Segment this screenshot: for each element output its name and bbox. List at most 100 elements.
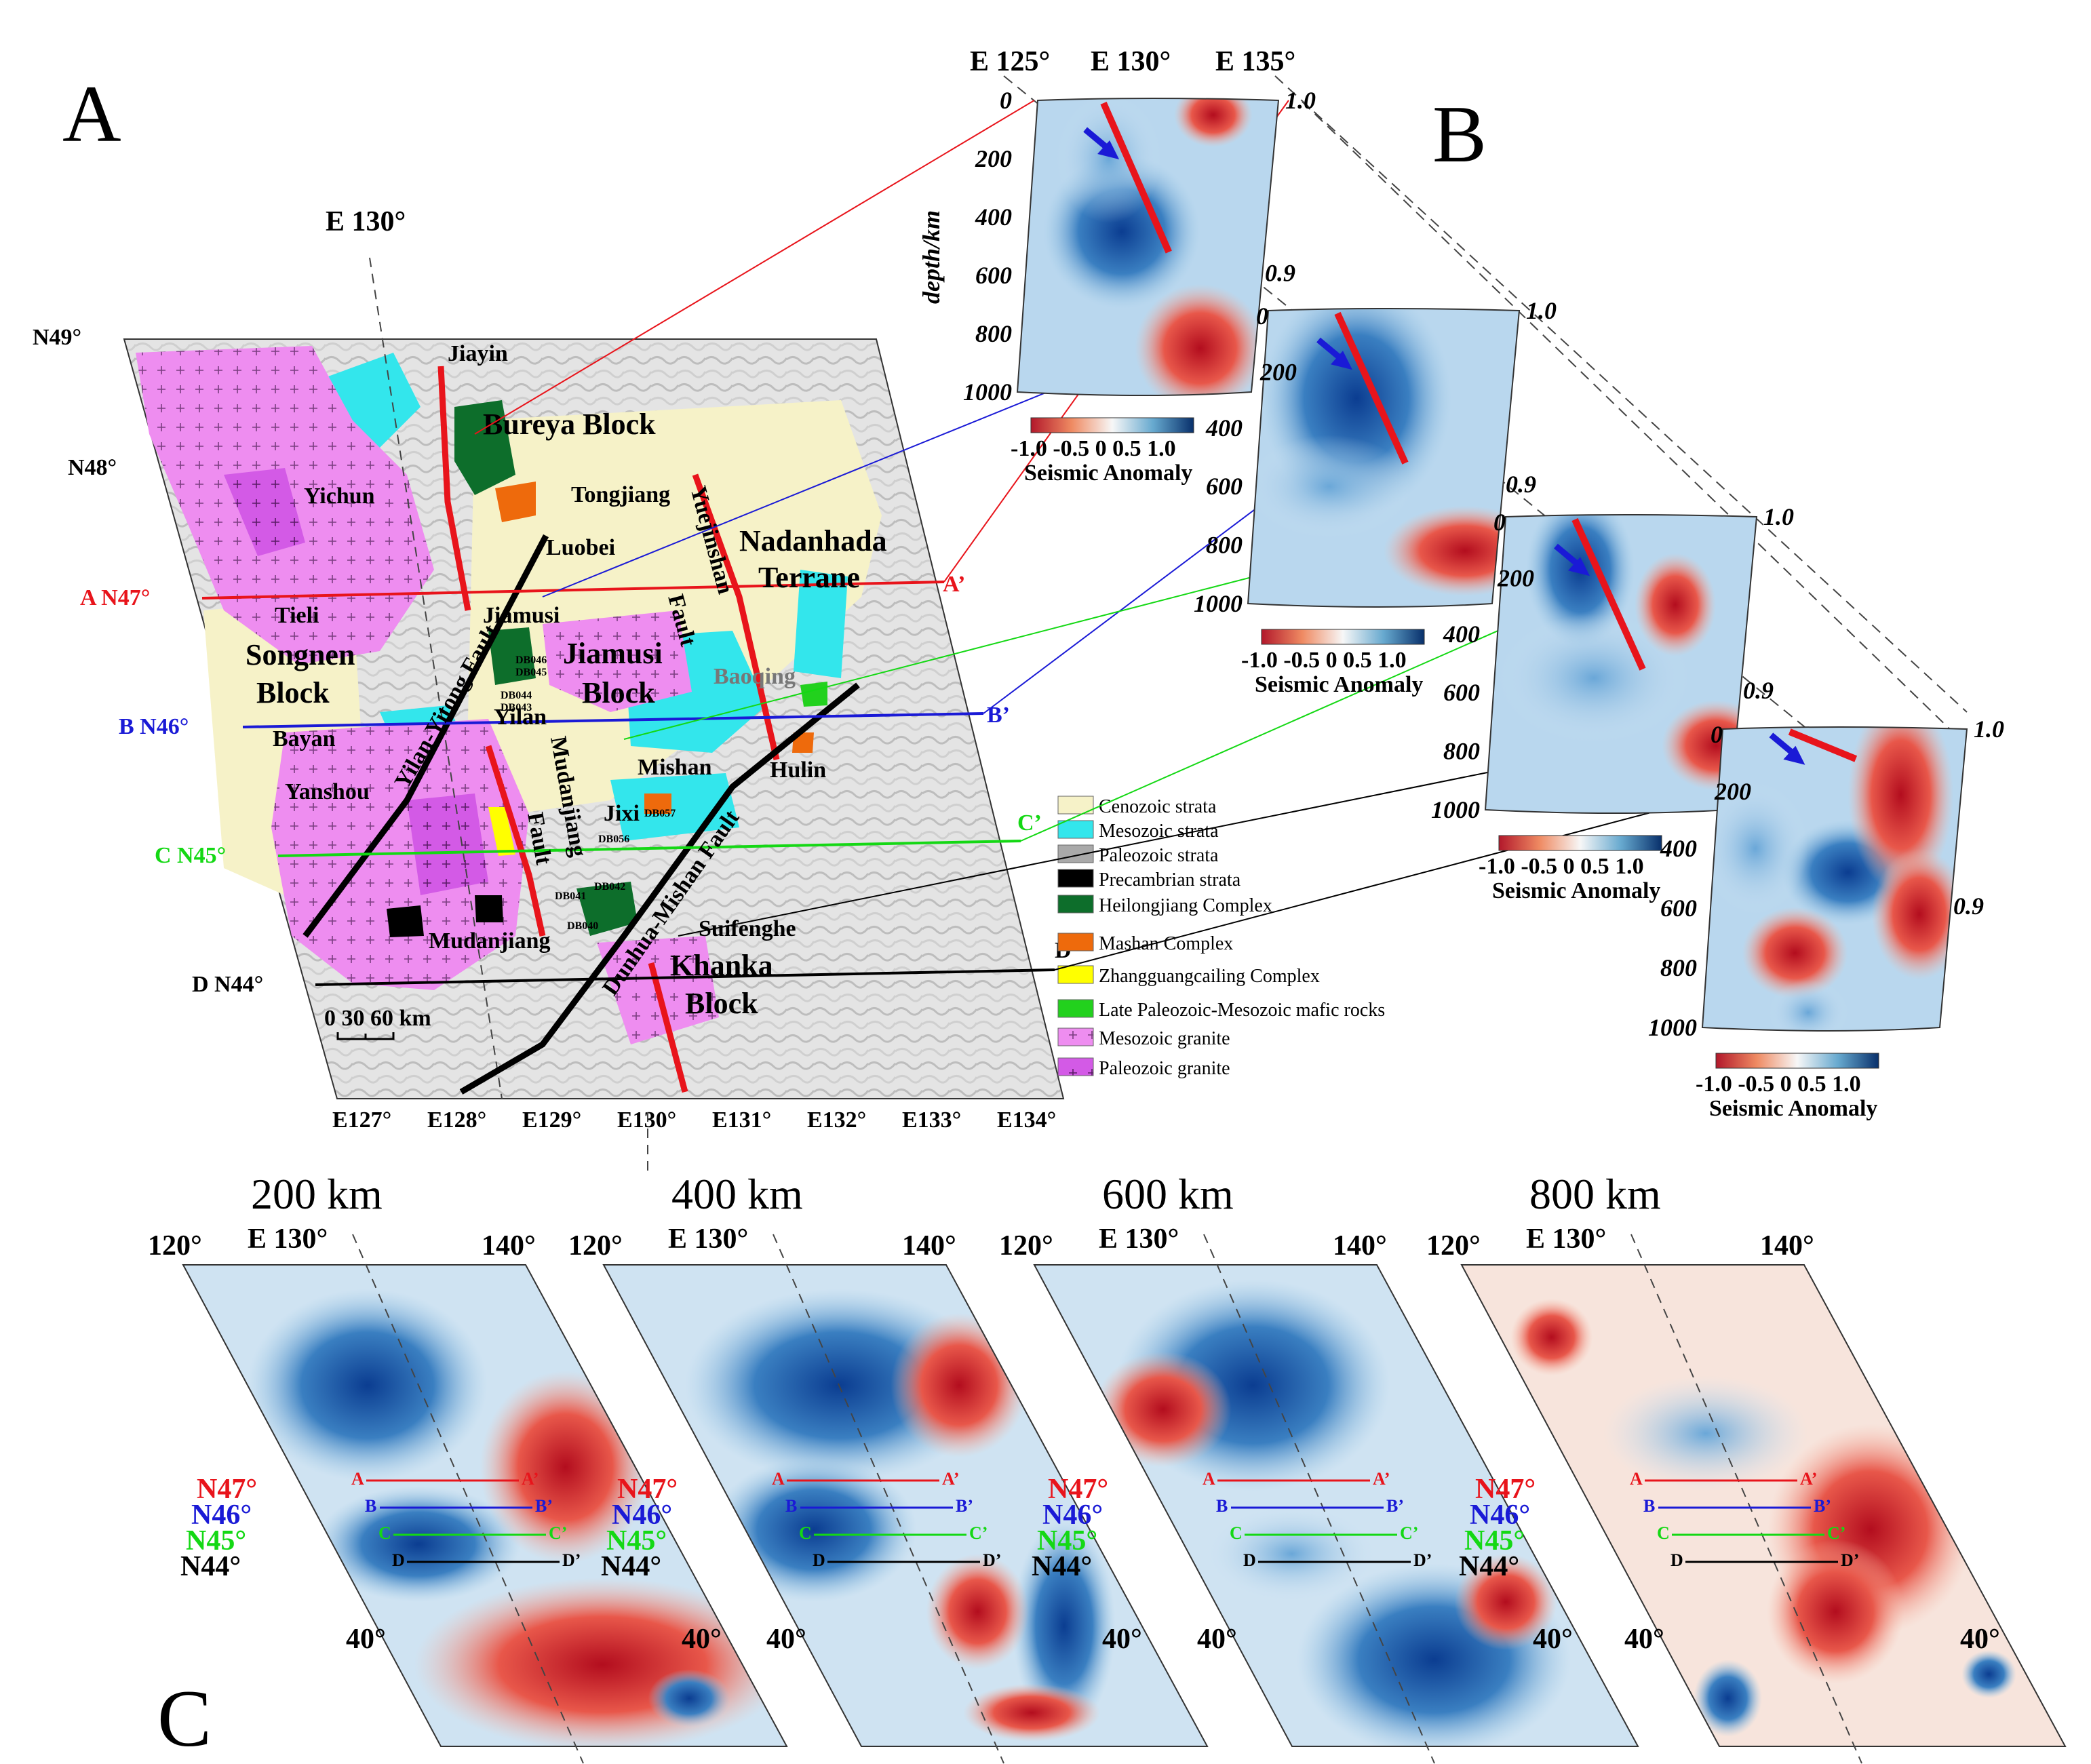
section-d-ratio-top: 1.0 [1974,716,2004,743]
depth-slice-2-anomaly-1 [891,1313,1028,1457]
section-c-anomalies [1499,515,1757,791]
legend-label-5: Mashan Complex [1099,933,1233,954]
depth-slice-2-row-end-1: B’ [956,1496,973,1516]
section-c-slab-line [1571,517,1646,671]
mashan-complex-area [495,482,536,522]
section-d-inner-tick-200: 200 [1714,778,1751,805]
section-c-depth-tick-5: 1000 [1431,796,1480,823]
depth-slice-2-row-start-3: D [813,1550,825,1570]
legend-label-7: Late Paleozoic-Mesozoic mafic rocks [1099,1000,1385,1021]
guide-dash-2 [1274,75,1968,713]
depth-slice-3-row-end-3: D’ [1413,1550,1432,1570]
depth-slice-1: 200 km 120° E 130° 140° 40° 40° N47° A A’ N46° B B’… [148,1170,788,1764]
graticule-130 [369,257,503,1099]
depth-slice-2-row-start-1: B [785,1496,797,1516]
fault-mudanjiang-line [485,745,546,937]
depth-slice-4-row-end-3: D’ [1841,1550,1859,1570]
legend-swatch-1 [1057,820,1094,839]
depth-slice-2-row-lat-2: N45° [606,1525,667,1556]
section-d-colorbar-title: Seismic Anomaly [1709,1096,1877,1121]
bottom-longitude-axis: E127° E128° E129° E130° E131° E132° E133… [332,1108,1056,1133]
section-a-ratio-top: 1.0 [1285,87,1316,114]
panel-c-label: C [157,1673,212,1763]
lat-n49: N49° [33,325,81,350]
section-a-ratio-mid: 0.9 [1265,260,1295,287]
depth-slice-3-lon-center: E 130° [1099,1223,1179,1255]
lon-e129: E129° [522,1108,581,1133]
lon-e128: E128° [427,1108,486,1133]
legend-swatch-9 [1057,1057,1094,1076]
block-khanka-2: Block [685,987,758,1020]
profile-line-d [315,968,1055,986]
section-b-inner-tick-0: 0 [1256,302,1268,330]
panel-b-label: B [1432,89,1487,179]
depth-slice-3-meridian [1203,1234,1435,1764]
legend-label-0: Cenozoic strata [1099,796,1217,817]
depth-slice-3-lon-left: 120° [999,1230,1053,1261]
depth-slice-3-lat-right: 40° [1533,1624,1573,1655]
profile-line-a [201,581,945,600]
fault-jiayin [437,366,471,611]
legend-swatch-2 [1057,844,1094,863]
profile-b-end: B’ [987,703,1010,728]
depth-slice-2-lat-right: 40° [1102,1624,1142,1655]
block-bureya: Bureya Block [483,408,656,441]
depth-slice-4-row-end-2: C’ [1827,1523,1845,1543]
section-c-depth-tick-4: 800 [1443,738,1480,765]
section-c-colorbar [1498,835,1662,851]
section-d-inner-tick-0: 0 [1711,721,1723,748]
paleozoic-granite-area-2 [407,793,488,895]
heilongjiang-complex-area [454,400,515,495]
sample-db046: DB046 [515,654,547,666]
legend-swatch-8 [1057,1027,1094,1046]
place-tieli: Tieli [275,603,319,628]
precambrian-strata-area-2 [475,895,503,922]
section-d-anomaly-4 [1742,907,1848,999]
section-d-arrow-head [1783,745,1805,765]
scale-bar-line [336,1032,395,1040]
depth-slice-1-row-lat-3: N44° [180,1551,241,1582]
section-b-anomaly-2 [1248,435,1411,538]
sample-db045: DB045 [515,667,547,678]
section-d-anomaly-1 [1702,783,1808,914]
depth-slice-3-row-lat-0: N47° [1048,1474,1108,1505]
sample-db040: DB040 [567,920,598,932]
depth-slice-3-title: 600 km [1102,1170,1234,1218]
legend-swatch-5 [1057,933,1094,952]
section-a: 0 200 400 600 800 1000 1.0 0.9 depth/km -1.0 -0.5… [918,87,1316,486]
top-longitude-axis: E 125° E 130° E 135° [970,46,1295,77]
section-d-anomaly-2 [1848,727,1954,894]
section-a-anomaly-2 [1056,98,1161,223]
profile-line-c [277,840,1021,857]
depth-slice-3-anomaly-2 [1094,1351,1232,1468]
legend-swatch-6 [1057,965,1094,984]
section-a-depth-tick-3: 600 [975,262,1012,289]
panel-a-label: A [62,68,121,159]
place-jiayin: Jiayin [448,341,508,366]
depth-slices: 200 km 120° E 130° 140° 40° 40° N47° A A’ N46° B B’… [148,1170,2067,1764]
top-lon-125: E 125° [970,46,1050,77]
zhangguangcailing-complex-area [488,807,515,856]
depth-slice-1-row-start-1: B [365,1496,376,1516]
depth-slice-2-lon-right: 140° [902,1230,956,1261]
place-bayan: Bayan [273,726,336,751]
depth-slice-2-anomaly-3 [926,1554,1030,1670]
block-songnen-1: Songnen [246,638,355,671]
place-yanshou: Yanshou [285,779,370,804]
place-jiamusi: Jiamusi [483,603,560,628]
depth-slice-3-lon-right: 140° [1333,1230,1387,1261]
depth-slice-4-lat-right: 40° [1960,1624,2000,1655]
depth-slice-4-background [1462,1265,2065,1746]
section-a-colorbar-ticks: -1.0 -0.5 0 0.5 1.0 [1011,436,1176,461]
scale-bar-text: 0 30 60 km [324,1006,431,1031]
block-jiamusi-1: Jiamusi [563,637,663,670]
section-b-ratio-top: 1.0 [1526,297,1557,324]
depth-slice-2-frame [602,1264,1209,1747]
section-d-anomaly-3 [1871,848,1967,980]
fault-yilan-yitong-line [302,534,549,938]
depth-slice-3-anomaly-3 [1454,1554,1557,1650]
cenozoic-strata-area [468,400,882,814]
depth-slice-3-row-end-0: A’ [1373,1469,1390,1489]
depth-slice-2-meridian [773,1234,1004,1764]
